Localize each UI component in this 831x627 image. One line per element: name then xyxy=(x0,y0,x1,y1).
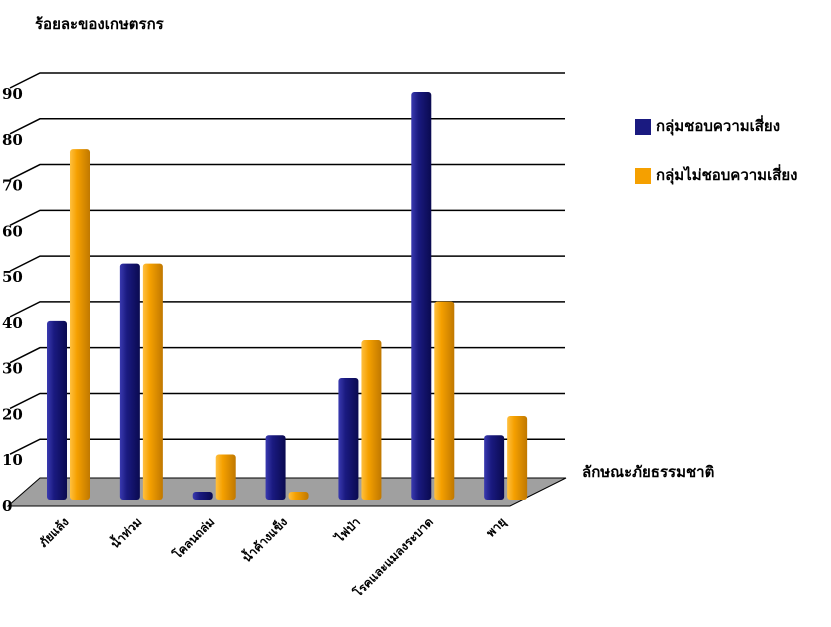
bar xyxy=(70,149,90,500)
y-tick-label: 30 xyxy=(2,360,23,378)
x-tick-label: ภัยแล้ง xyxy=(36,515,71,550)
x-tick-label: พายุ xyxy=(484,515,510,541)
floor xyxy=(6,477,567,507)
bar xyxy=(361,340,382,500)
legend-label: กลุ่มชอบความเสี่ยง xyxy=(656,115,780,136)
x-tick-label: โรคและแมลงระบาด xyxy=(349,514,436,601)
bar xyxy=(338,378,359,500)
y-tick-label: 80 xyxy=(2,131,23,149)
x-axis-title: ลักษณะภัยธรรมชาติ xyxy=(582,463,714,481)
y-axis-title: ร้อยละของเกษตรกร xyxy=(35,15,165,33)
bar xyxy=(47,320,67,500)
y-tick-label: 70 xyxy=(2,177,23,195)
y-tick-label: 60 xyxy=(2,222,23,240)
bar xyxy=(265,435,286,500)
bar xyxy=(507,416,528,500)
legend-swatch xyxy=(635,119,651,135)
x-tick-label: น้ำท่วม xyxy=(106,513,145,552)
grid-line xyxy=(9,255,565,272)
grid-line xyxy=(9,301,565,318)
grid-line xyxy=(9,118,565,135)
y-tick-label: 10 xyxy=(2,451,23,469)
bar xyxy=(484,435,505,500)
y-tick-label: 0 xyxy=(2,497,12,515)
bar xyxy=(434,301,455,500)
legend-label: กลุ่มไม่ชอบความเสี่ยง xyxy=(656,164,797,185)
grid-line xyxy=(9,163,565,181)
x-tick-label: น้ำค้างแข็ง xyxy=(238,512,291,565)
grid-line xyxy=(9,209,565,227)
y-tick-label: 40 xyxy=(2,314,23,332)
bar xyxy=(288,492,309,500)
bar xyxy=(411,91,432,500)
y-tick-label: 90 xyxy=(2,85,23,103)
grid-line xyxy=(9,438,565,455)
grid-line xyxy=(9,346,565,364)
bar xyxy=(119,263,140,500)
bar xyxy=(192,492,213,500)
x-tick-label: โคลนถล่ม xyxy=(169,514,217,562)
grid-line xyxy=(9,392,565,410)
grid-line xyxy=(9,72,565,89)
bar xyxy=(142,263,163,500)
legend-swatch xyxy=(635,168,651,184)
x-tick-label: ไฟป่า xyxy=(331,514,363,546)
y-tick-label: 20 xyxy=(2,405,23,423)
bar xyxy=(215,454,236,500)
y-tick-label: 50 xyxy=(2,268,23,286)
